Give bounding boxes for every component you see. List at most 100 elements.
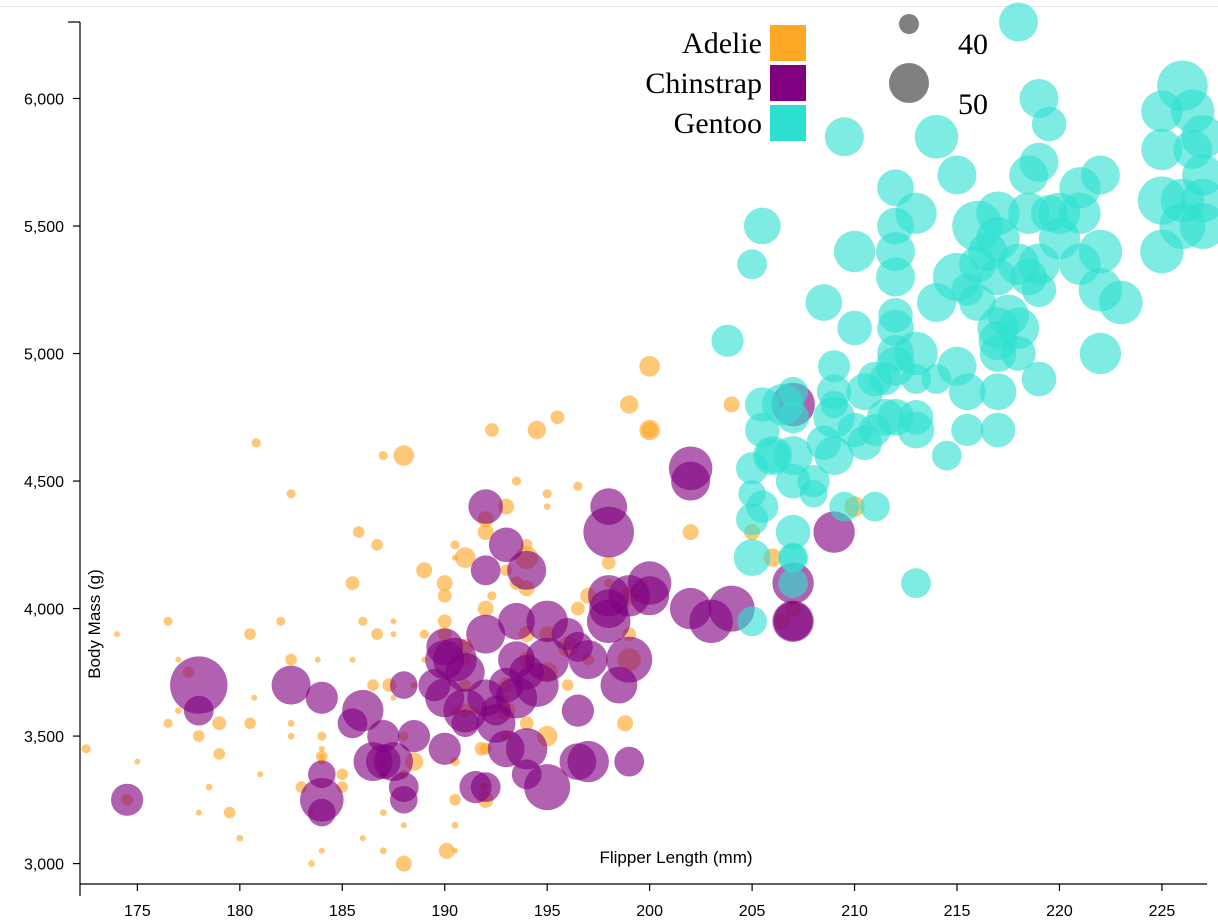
point-chinstrap [451,709,480,738]
point-chinstrap [498,602,535,640]
top-divider [0,0,1218,7]
point-adelie [276,616,286,626]
size-legend-label: 40 [958,28,988,61]
point-adelie [379,809,387,816]
point-adelie [244,628,256,640]
y-tick-label: 4,500 [24,474,64,491]
point-adelie [314,656,321,663]
point-chinstrap [606,636,653,683]
point-gentoo [1099,280,1143,325]
x-tick-label: 225 [1149,903,1176,920]
point-adelie [639,419,660,441]
point-gentoo [1181,115,1218,159]
y-tick-label: 3,500 [24,729,64,746]
point-gentoo [777,401,810,434]
legend-label-adelie: Adelie [682,27,762,60]
legend-label-chinstrap: Chinstrap [645,67,762,100]
point-adelie [286,489,296,499]
point-adelie [251,694,258,701]
y-tick-label: 6,000 [24,92,64,109]
point-adelie [244,717,256,730]
point-chinstrap [470,555,501,586]
point-gentoo [743,207,781,245]
x-ticks: 175 180 185 190 195 200 205 210 215 220 225 [124,884,1175,920]
point-chinstrap [468,489,504,524]
point-gentoo [737,606,767,637]
point-chinstrap [111,783,144,816]
point-chinstrap [445,652,485,692]
y-tick-label: 5,000 [24,347,64,364]
point-gentoo [898,400,934,435]
x-tick-label: 180 [226,903,253,920]
point-adelie [419,629,429,639]
point-adelie [251,438,261,448]
point-adelie [358,616,368,626]
point-adelie [371,628,383,640]
x-tick-label: 215 [944,903,971,920]
point-gentoo [876,232,915,271]
point-adelie [451,821,459,829]
legend-swatch-adelie [770,25,806,61]
point-gentoo [999,2,1038,42]
point-adelie [349,656,356,663]
point-adelie [359,835,366,842]
point-gentoo [901,364,931,394]
point-chinstrap [397,720,431,753]
point-chinstrap [390,671,418,699]
point-adelie [223,806,236,819]
point-adelie [193,730,205,742]
point-gentoo [948,373,986,411]
point-gentoo [901,568,931,598]
point-adelie [437,614,452,629]
x-tick-label: 195 [534,903,561,920]
point-chinstrap [428,732,461,765]
point-adelie [485,423,499,437]
point-chinstrap [507,550,547,590]
point-gentoo [980,412,1016,448]
points-layer [81,2,1218,872]
point-gentoo [1080,155,1120,195]
point-adelie [163,616,173,626]
point-adelie [308,860,315,867]
point-adelie [205,783,213,791]
point-gentoo [820,390,848,419]
point-chinstrap [466,614,506,654]
point-adelie [195,809,202,816]
x-tick-label: 220 [1046,903,1073,920]
point-adelie [175,656,182,663]
point-adelie [81,744,91,754]
point-adelie [682,524,699,541]
point-adelie [437,588,452,603]
point-chinstrap [559,743,597,780]
point-adelie [438,842,455,859]
point-gentoo [878,298,913,333]
legend-swatch-chinstrap [770,65,806,101]
point-chinstrap [170,656,228,714]
point-adelie [527,420,547,440]
point-adelie [416,562,433,579]
point-gentoo [778,376,808,407]
point-adelie [318,753,325,760]
point-gentoo [775,514,811,550]
point-adelie [542,489,552,499]
point-adelie [617,715,634,732]
point-adelie [601,555,616,570]
point-gentoo [829,491,860,522]
series-gentoo [711,2,1218,637]
point-adelie [134,758,141,765]
size-legend-circle [889,63,929,103]
point-gentoo [778,568,808,598]
point-adelie [390,618,397,625]
point-gentoo [779,543,807,572]
point-adelie [318,847,325,854]
point-chinstrap [524,764,571,811]
point-adelie [723,396,740,413]
point-chinstrap [342,689,384,732]
point-gentoo [711,324,744,357]
point-adelie [379,847,387,855]
point-adelie [287,719,295,727]
point-adelie [257,771,264,778]
point-gentoo [914,115,959,159]
point-gentoo [1019,142,1059,182]
